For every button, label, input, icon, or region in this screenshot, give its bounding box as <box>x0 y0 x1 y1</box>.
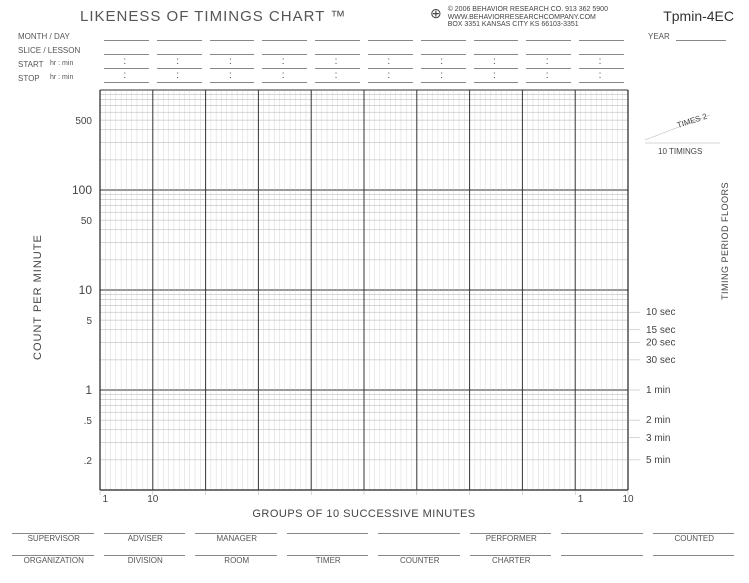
svg-text:10 sec: 10 sec <box>646 307 675 318</box>
svg-text:1: 1 <box>102 494 108 505</box>
svg-text:10: 10 <box>622 494 634 505</box>
svg-text:1: 1 <box>578 494 584 505</box>
svg-text:30 sec: 30 sec <box>646 355 675 366</box>
footer-field[interactable] <box>653 546 735 556</box>
footer-label: SUPERVISOR <box>8 534 100 543</box>
footer-label: DIVISION <box>100 556 192 565</box>
svg-text:.2: .2 <box>84 456 93 467</box>
footer-field[interactable] <box>561 524 643 534</box>
footer-field[interactable] <box>12 546 94 556</box>
svg-text:2 min: 2 min <box>646 415 670 426</box>
svg-text:1 min: 1 min <box>646 385 670 396</box>
svg-text:500: 500 <box>75 116 92 127</box>
footer-label: COUNTER <box>374 556 466 565</box>
svg-text:1: 1 <box>85 383 92 397</box>
footer-field[interactable] <box>470 524 552 534</box>
svg-text:10: 10 <box>147 494 159 505</box>
chart-area: 500 100 50 10 5 1 .5 .2 1 10 1 10 10 sec 15 sec20 sec… <box>0 0 749 583</box>
svg-text:3 min: 3 min <box>646 433 670 444</box>
svg-text:15 sec: 15 sec <box>646 325 675 336</box>
footer-field[interactable] <box>104 524 186 534</box>
footer-label: TIMER <box>283 556 375 565</box>
footer-field[interactable] <box>195 546 277 556</box>
x-axis-title: GROUPS OF 10 SUCCESSIVE MINUTES <box>100 508 628 520</box>
footer-field[interactable] <box>378 524 460 534</box>
footer-field[interactable] <box>287 546 369 556</box>
footer-field[interactable] <box>12 524 94 534</box>
footer-field[interactable] <box>378 546 460 556</box>
svg-text:20 sec: 20 sec <box>646 337 675 348</box>
svg-text:5: 5 <box>86 316 92 327</box>
footer-field[interactable] <box>561 546 643 556</box>
footer-label: ROOM <box>191 556 283 565</box>
svg-text:50: 50 <box>81 216 93 227</box>
svg-text:5 min: 5 min <box>646 455 670 466</box>
footer-label: MANAGER <box>191 534 283 543</box>
footer-label: COUNTED <box>649 534 741 543</box>
svg-text:.5: .5 <box>84 416 93 427</box>
footer-field[interactable] <box>104 546 186 556</box>
footer-label: PERFORMER <box>466 534 558 543</box>
footer-field[interactable] <box>195 524 277 534</box>
svg-text:100: 100 <box>72 183 92 197</box>
footer-field[interactable] <box>653 524 735 534</box>
footer-label: CHARTER <box>466 556 558 565</box>
footer-label: ORGANIZATION <box>8 556 100 565</box>
svg-text:10: 10 <box>79 283 93 297</box>
footer-field[interactable] <box>470 546 552 556</box>
footer-label: ADVISER <box>100 534 192 543</box>
footer-field[interactable] <box>287 524 369 534</box>
